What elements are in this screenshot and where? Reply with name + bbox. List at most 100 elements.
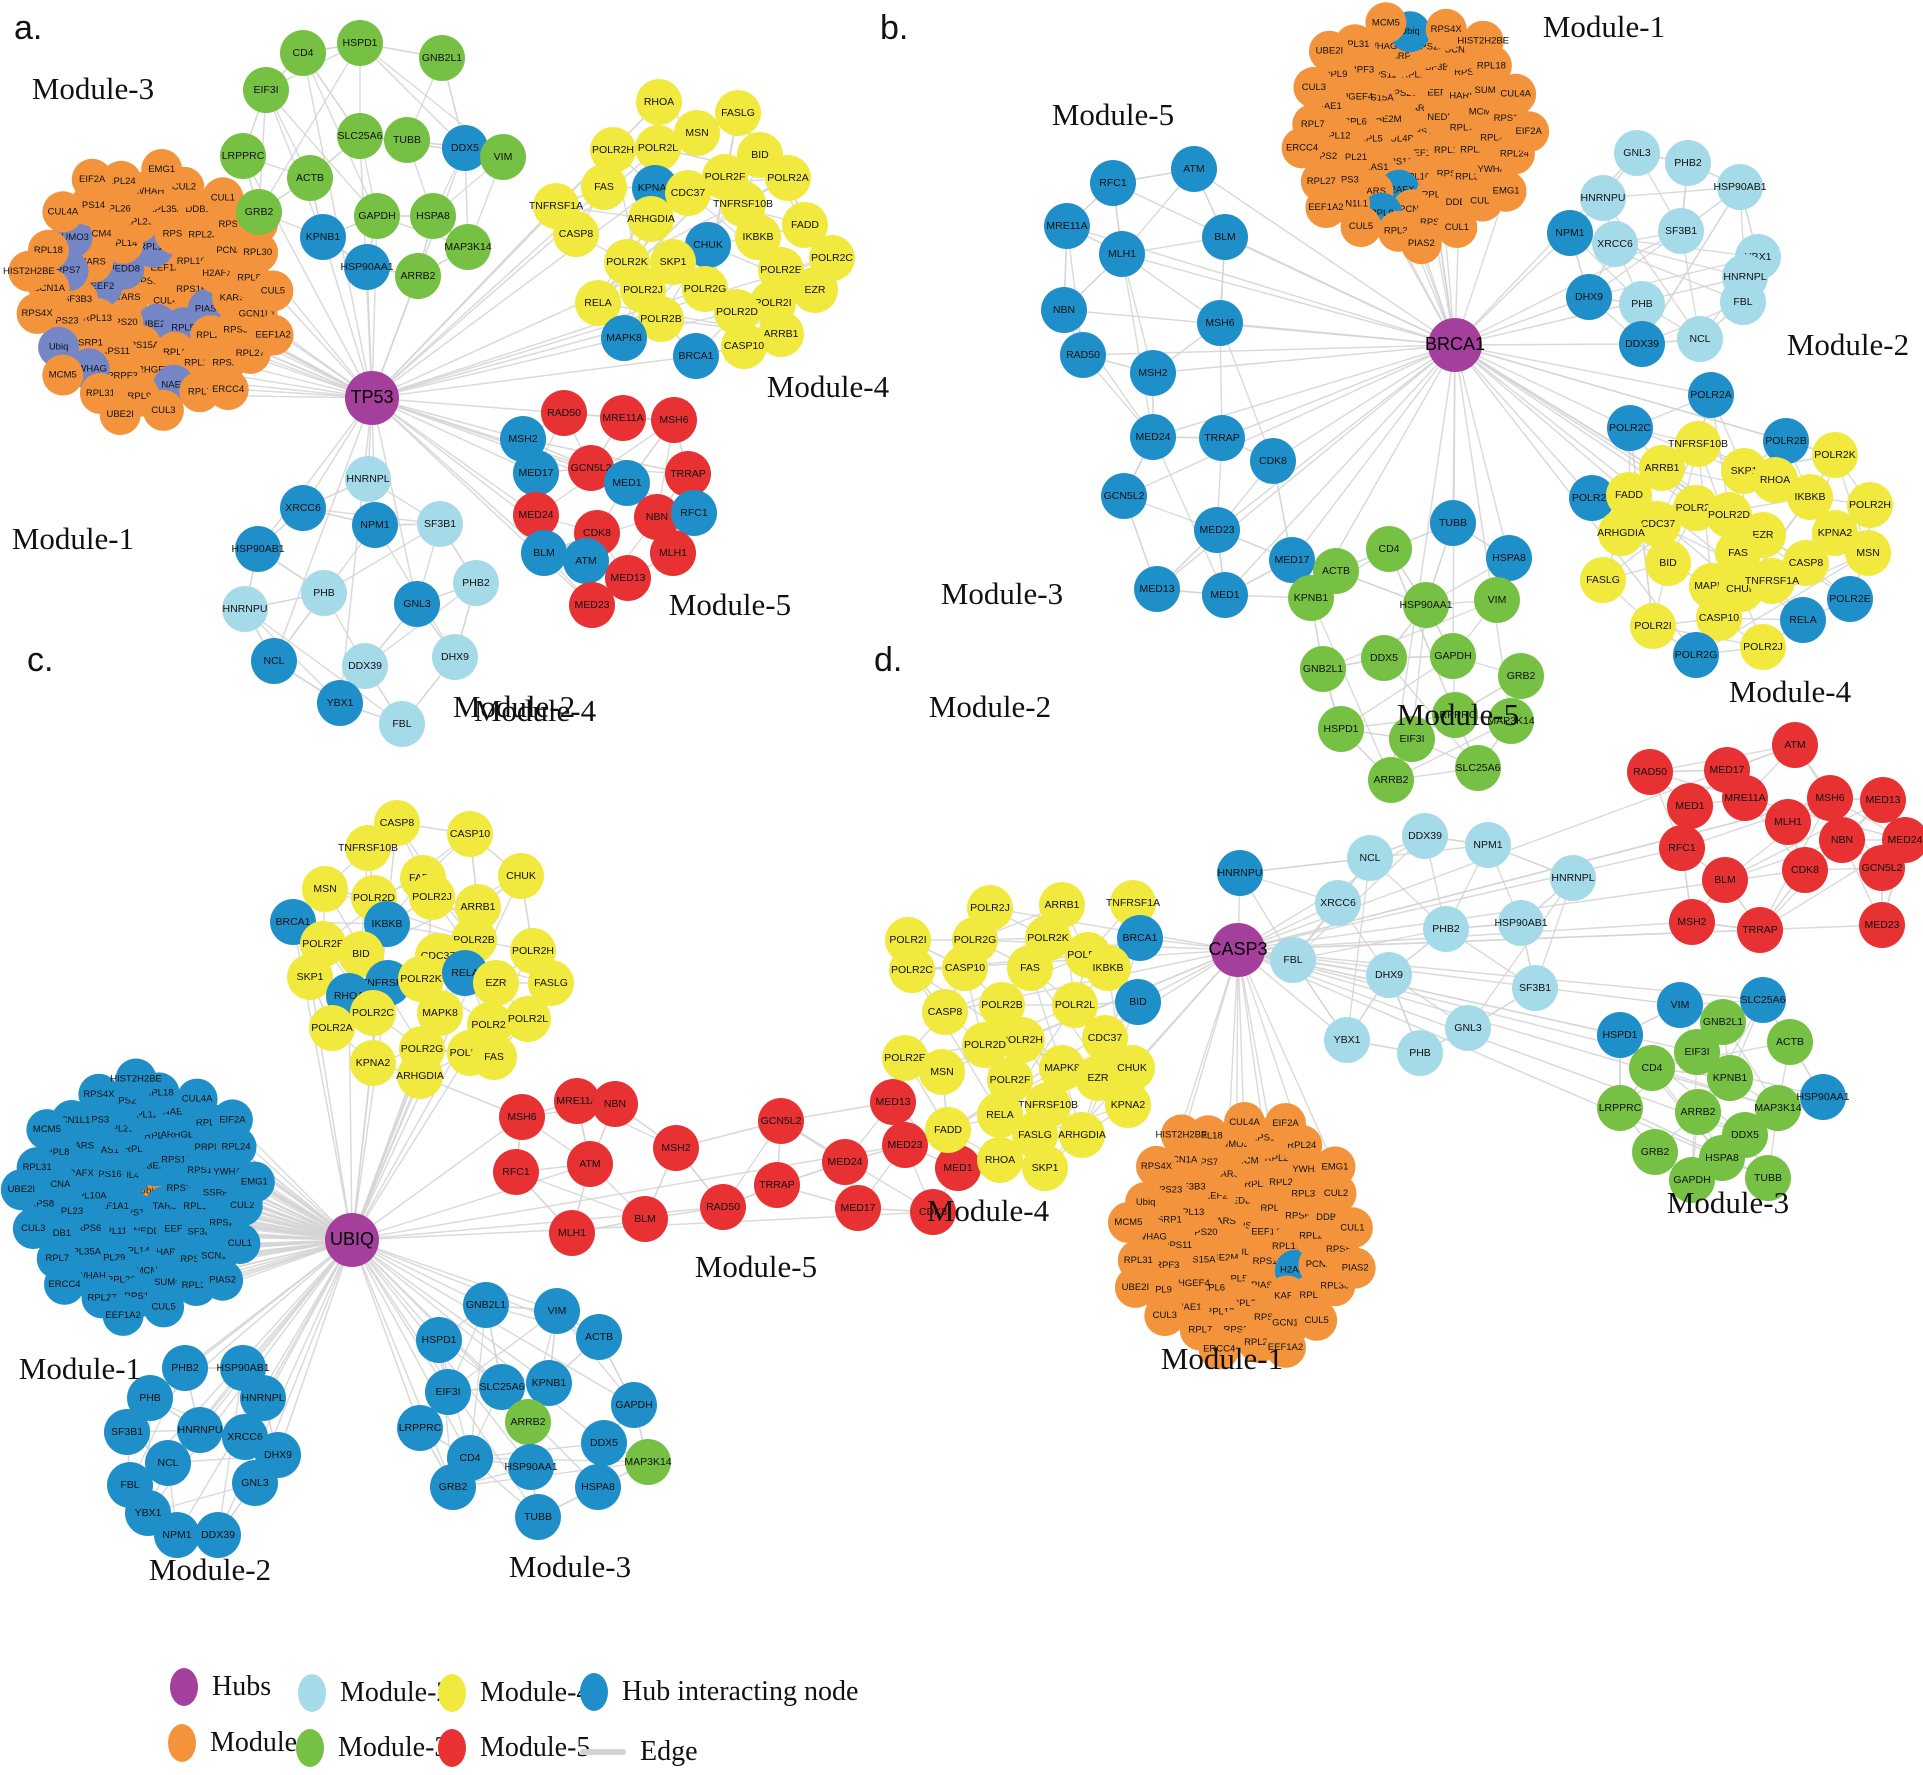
edge [371,205,557,399]
node-circle-GNB2L1 [463,1282,509,1328]
hub-TP53: TP53 [345,371,399,425]
node-circle-EMG1 [1485,170,1527,212]
node-circle-MED1 [935,1145,981,1191]
node-circle-GNL3 [1614,130,1660,176]
node-circle-DDX5 [581,1420,627,1466]
module-label-a-module-4: Module-4 [767,369,890,404]
edge [257,397,373,550]
node-circle-DDX39 [1619,321,1665,367]
legend-item-m2: Module-2 [298,1674,450,1712]
node-circle-VIM [1474,577,1520,623]
node-circle-MSH6 [499,1094,545,1140]
legend-item-m5: Module-5 [438,1729,590,1767]
node-circle-MSH2 [653,1125,699,1171]
node-circle-FASLG [528,960,574,1006]
node-circle-YBX1 [317,680,363,726]
edge [1454,344,1510,559]
node-circle-SF3B1 [417,501,463,547]
node-circle-POLR2H [590,127,636,173]
node-circle-POLR2A [765,155,811,201]
node-circle-HSPD1 [416,1317,462,1363]
module-label-a-module-3: Module-3 [32,71,154,106]
node-circle-NCL [145,1440,191,1486]
node-circle-HSPA8 [1486,535,1532,581]
hub-circle [345,371,399,425]
node-circle-GRB2 [236,189,282,235]
node-circle-RAD50 [700,1184,746,1230]
node-circle-POLR2L [505,996,551,1042]
node-circle-MED13 [1134,566,1180,612]
node-circle-UBE2I [1308,30,1350,72]
legend-swatch-m1 [168,1724,196,1762]
node-circle-MED17 [1269,537,1315,583]
node-circle-MRE11A [1044,203,1090,249]
node-circle-ARRB2 [505,1399,551,1445]
edge [1454,344,1742,590]
module-label-c-module-3: Module-3 [509,1549,631,1584]
edge [1454,344,1631,429]
node-circle-NPM1 [1547,210,1593,256]
node-circle-HSP90AA1 [508,1444,554,1490]
node-circle-ARHGDIA [397,1053,443,1099]
node-circle-GAPDH [1430,633,1476,679]
node-circle-UBE2I [99,394,141,436]
edge [351,1239,421,1429]
hub-label: TP53 [350,387,393,407]
node-circle-MAPK8 [417,990,463,1036]
node-circle-HNRNPL [240,1375,286,1421]
node-circle-HIST2H2BE [8,250,50,292]
node-circle-POLR2E [1827,576,1873,622]
node-circle-MLH1 [1099,231,1145,277]
edge [1310,597,1392,781]
node-circle-IKBKB [735,214,781,260]
node-circle-GCN5L2 [758,1098,804,1144]
node-circle-RFC1 [1090,160,1136,206]
node-circle-CDK8 [1250,438,1296,484]
edge [351,1239,605,1444]
legend-label-m5: Module-5 [480,1732,591,1763]
node-circle-BLM [521,530,567,576]
node-circle-DDX39 [195,1512,241,1558]
node-circle-VIM [480,134,526,180]
node-circle-KPNB1 [300,214,346,260]
edge [371,397,545,554]
edge [359,42,466,149]
edge [277,1239,353,1456]
node-circle-NPM1 [154,1512,200,1558]
module-label-a-module-5: Module-5 [669,587,791,622]
node-circle-PIAS2 [1400,223,1442,265]
node-circle-RHOA [1752,457,1798,503]
node-circle-MED23 [1194,507,1240,553]
node-circle-MAP3K14 [1488,698,1534,744]
node-circle-EIF3I [425,1369,471,1415]
node-circle-CUL3 [1293,66,1335,108]
node-circle-POLR2G [1673,632,1719,678]
node-circle-ATM [1171,146,1217,192]
edge [351,1239,550,1384]
legend-item-m4: Module-4 [438,1674,590,1712]
node-circle-MED17 [513,450,559,496]
node-circle-CUL1 [202,177,244,219]
node-circle-POLR2J [409,874,455,920]
node-circle-TRRAP [665,451,711,497]
edge [351,1239,599,1488]
node-circle-CUL5 [1340,206,1382,248]
module-label-b-module-5: Module-5 [1052,97,1174,132]
node-circle-NBN [634,494,680,540]
legend-edge-line [580,1749,626,1755]
node-circle-FBL [1720,279,1766,325]
node-circle-EEF1A2 [102,1294,144,1336]
node-circle-HNRNPU [222,586,268,632]
node-circle-CDC37 [665,170,711,216]
node-circle-ATM [567,1141,613,1187]
node-circle-CUL4A [42,191,84,233]
node-circle-FASLG [715,90,761,136]
edge [371,355,697,399]
edge [351,1116,523,1241]
node-circle-GNL3 [394,581,440,627]
node-circle-RELA [575,280,621,326]
node-circle-KPNB1 [526,1360,572,1406]
node-circle-EMG1 [141,149,183,190]
node-circle-SF3B1 [1658,208,1704,254]
node-circle-POLR2K [398,956,444,1002]
